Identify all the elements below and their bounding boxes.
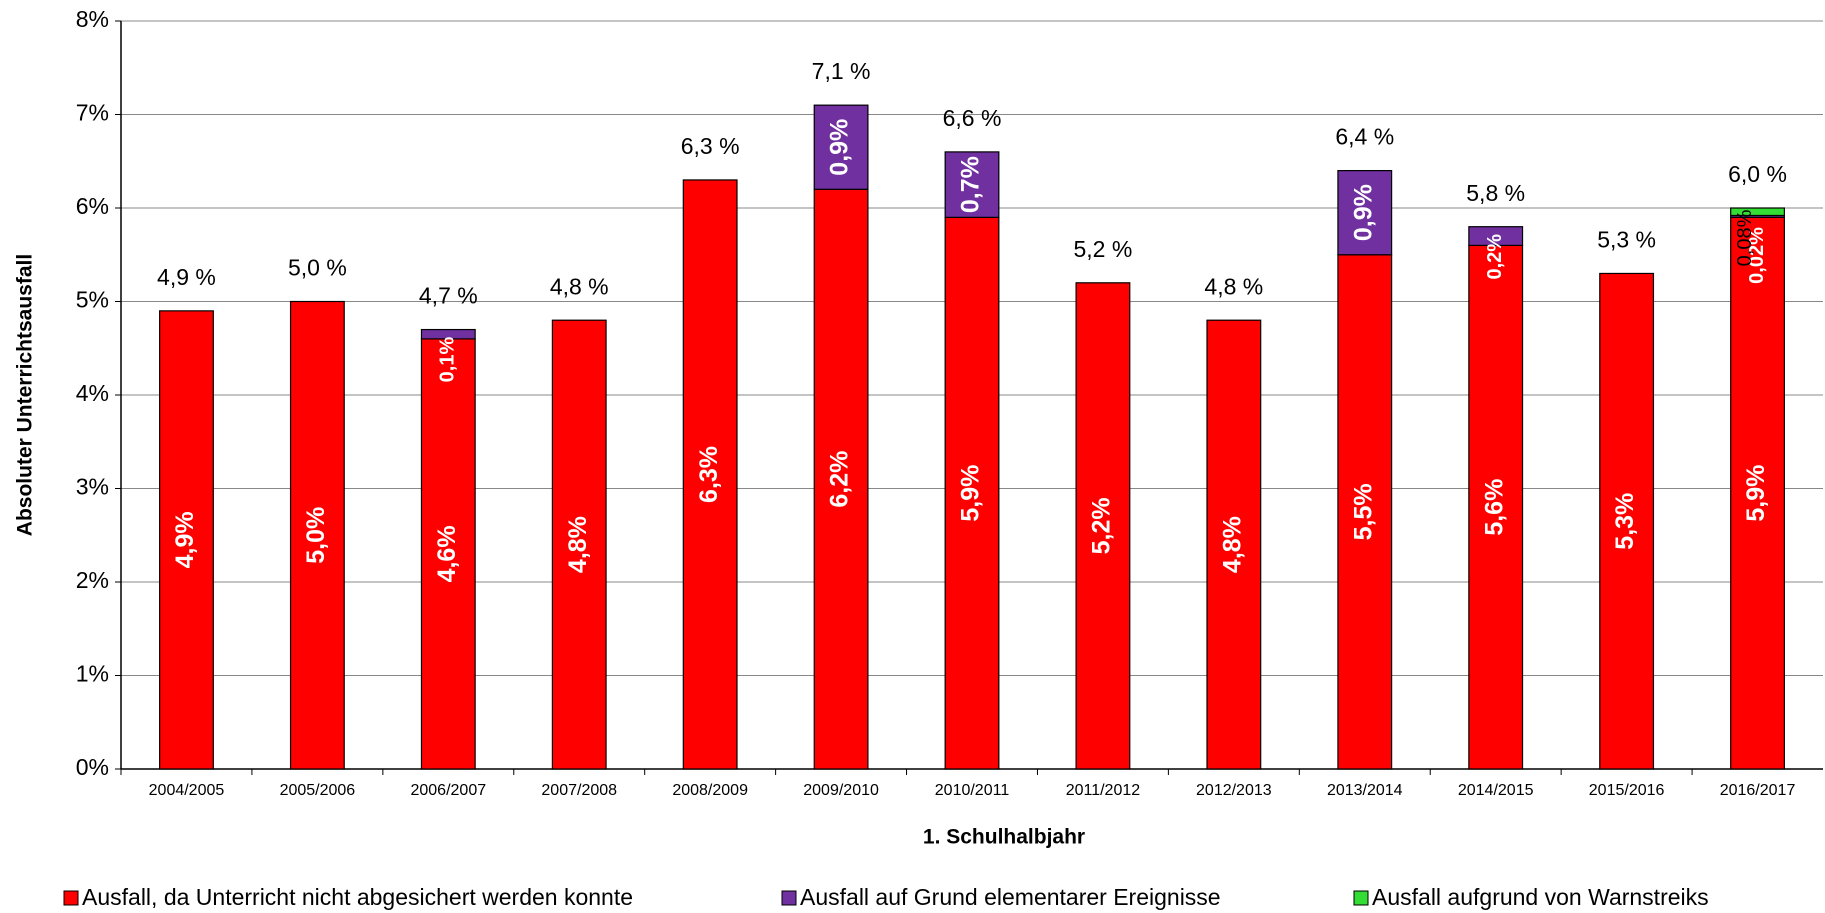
bar-segment — [944, 216, 1000, 770]
value-label: 4,8% — [564, 516, 592, 573]
total-label: 5,8 % — [1466, 180, 1525, 206]
bar-segment — [1730, 207, 1785, 217]
y-tick-label: 1% — [76, 661, 109, 687]
total-label: 4,9 % — [157, 264, 216, 290]
y-tick-label: 3% — [76, 474, 109, 500]
x-tick-label: 2011/2012 — [1066, 782, 1141, 799]
value-label: 5,6% — [1480, 479, 1508, 536]
total-label: 5,0 % — [288, 255, 347, 281]
x-axis-title: 1. Schulhalbjahr — [923, 826, 1085, 849]
x-tick-label: 2016/2017 — [1720, 782, 1796, 799]
x-tick-label: 2007/2008 — [541, 782, 617, 799]
value-label: 0,7% — [957, 156, 985, 213]
bar-segment — [944, 151, 1000, 218]
bar-segment — [682, 179, 738, 770]
x-tick-label: 2005/2006 — [280, 782, 356, 799]
x-tick-label: 2012/2013 — [1196, 782, 1272, 799]
y-tick-label: 8% — [76, 6, 109, 32]
value-label: 4,6% — [433, 525, 461, 582]
value-label: 0,1% — [437, 337, 459, 383]
y-tick-label: 7% — [76, 100, 109, 126]
bar-segment — [1075, 282, 1131, 770]
value-label: 4,9% — [171, 511, 199, 568]
y-tick-label: 5% — [76, 287, 109, 313]
y-tick-label: 6% — [76, 193, 109, 219]
y-tick-label: 2% — [76, 567, 109, 593]
value-label: 5,9% — [957, 465, 985, 522]
bar-segment — [289, 300, 345, 770]
value-label: 0,02% — [1746, 227, 1768, 284]
total-label: 6,3 % — [681, 133, 740, 159]
bar-segment — [1337, 254, 1393, 770]
y-tick-label: 4% — [76, 380, 109, 406]
y-tick-label: 0% — [76, 754, 109, 780]
value-label: 5,2% — [1088, 497, 1116, 554]
bar-segment — [1730, 216, 1785, 770]
bar-segment — [1337, 170, 1393, 256]
value-label: 0,08% — [1734, 209, 1756, 266]
total-label: 4,8 % — [1204, 273, 1263, 299]
value-label: 0,2% — [1484, 234, 1506, 280]
bar-segment — [1206, 319, 1262, 770]
bar-segment — [420, 338, 476, 770]
total-label: 5,3 % — [1597, 227, 1656, 253]
bar-segment — [420, 328, 476, 340]
total-label: 7,1 % — [812, 58, 871, 84]
value-label: 6,2% — [826, 451, 854, 508]
x-tick-label: 2009/2010 — [803, 782, 879, 799]
value-label: 0,9% — [1349, 184, 1377, 241]
legend-swatch — [1353, 890, 1369, 906]
legend-swatch — [781, 890, 797, 906]
x-tick-label: 2015/2016 — [1589, 782, 1665, 799]
total-label: 6,0 % — [1728, 161, 1787, 187]
total-label: 4,8 % — [550, 273, 609, 299]
value-label: 6,3% — [695, 446, 723, 503]
value-label: 5,9% — [1742, 465, 1770, 522]
total-label: 6,4 % — [1335, 124, 1394, 150]
legend-label: Ausfall auf Grund elementarer Ereignisse — [800, 884, 1221, 910]
bar-segment — [813, 188, 869, 770]
value-label: 5,0% — [302, 507, 330, 564]
x-tick-label: 2010/2011 — [935, 782, 1010, 799]
bar-segment — [813, 104, 869, 190]
bar-segment — [1468, 226, 1524, 246]
x-tick-label: 2006/2007 — [410, 782, 486, 799]
legend-swatch — [63, 890, 79, 906]
y-axis-title: Absoluter Unterrichtsausfall — [14, 254, 37, 536]
x-tick-label: 2004/2005 — [149, 782, 225, 799]
bar-segment — [159, 310, 214, 770]
total-label: 4,7 % — [419, 283, 478, 309]
value-label: 5,3% — [1611, 493, 1639, 550]
bar-segment — [1599, 272, 1655, 770]
total-label: 6,6 % — [943, 105, 1002, 131]
legend-label: Ausfall aufgrund von Warnstreiks — [1372, 884, 1709, 910]
total-label: 5,2 % — [1074, 236, 1133, 262]
x-tick-label: 2014/2015 — [1458, 782, 1534, 799]
bar-segment — [551, 319, 607, 770]
value-label: 4,8% — [1218, 516, 1246, 573]
value-label: 0,9% — [826, 119, 854, 176]
x-tick-label: 2008/2009 — [672, 782, 748, 799]
x-tick-label: 2013/2014 — [1327, 782, 1403, 799]
bar-segment — [1468, 244, 1524, 770]
legend-label: Ausfall, da Unterricht nicht abgesichert… — [82, 884, 633, 910]
value-label: 5,5% — [1349, 483, 1377, 540]
